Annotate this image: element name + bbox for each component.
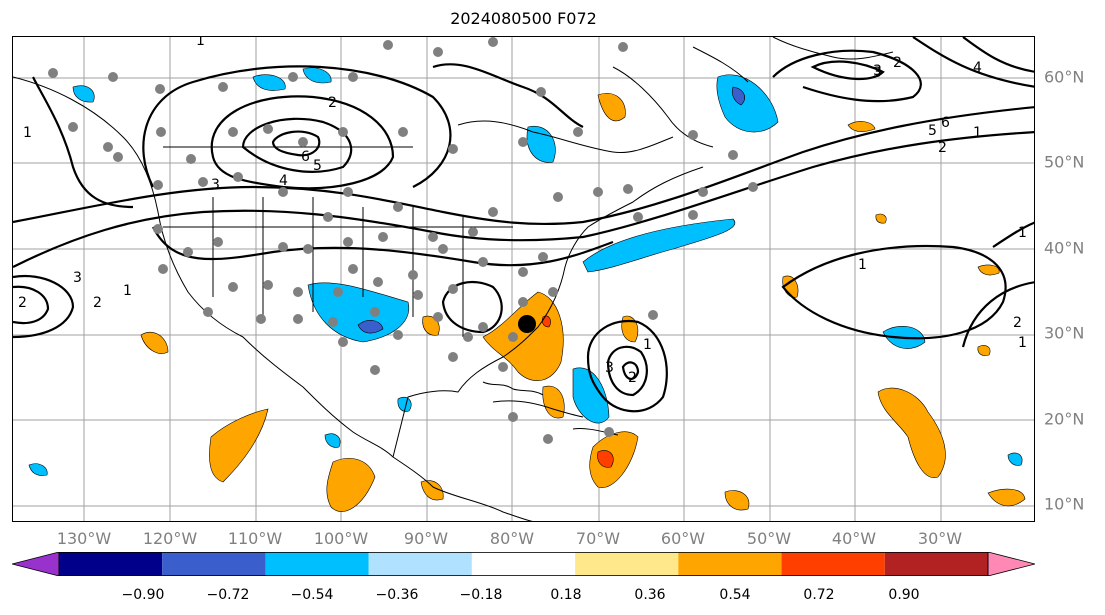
lat-label: 10°N [1044,494,1085,514]
colorbar-over-arrow [987,552,1035,576]
station-markers [48,37,758,444]
contour-label-group: 1 2 3 4 5 6 1 2 3 4 5 6 1 2 3 1 2 3 1 2 … [18,37,1027,386]
colorbar-tick-label: −0.54 [290,587,334,603]
colorbar-tick-label: −0.18 [459,587,503,603]
contour-label: 2 [1013,315,1022,331]
lat-label: 30°N [1044,323,1085,343]
lon-label: 30°W [917,529,963,548]
contour-label: 2 [93,295,102,311]
contour-label: 1 [23,125,32,141]
contour-label: 1 [1018,335,1027,351]
lon-label: 120°W [142,529,198,548]
colorbar-tick-label: −0.72 [206,587,250,603]
colorbar-tick-label: 0.36 [634,587,666,603]
contour-label: 3 [73,270,82,286]
colorbar-cell [59,552,163,576]
lon-label: 130°W [56,529,112,548]
lat-label: 50°N [1044,152,1085,172]
colorbar-cell [162,552,266,576]
map-panel: 1 2 3 4 5 6 1 2 3 4 5 6 1 2 3 1 2 3 1 2 … [12,36,1035,522]
contour-label: 2 [628,370,637,386]
colorbar-cell [884,552,988,576]
lat-label: 60°N [1044,67,1085,87]
map-canvas: 1 2 3 4 5 6 1 2 3 4 5 6 1 2 3 1 2 3 1 2 … [13,37,1034,521]
contour-label: 3 [211,177,220,193]
contour-label: 2 [328,95,337,111]
lat-label: 40°N [1044,238,1085,258]
contour-label: 1 [1018,225,1027,241]
colorbar-frame [58,552,989,576]
lat-label: 20°N [1044,409,1085,429]
graticule [13,37,1034,521]
lon-label: 110°W [227,529,283,548]
colorbar-cell [575,552,679,576]
lon-label: 100°W [313,529,369,548]
lon-label: 40°W [831,529,877,548]
contour-label: 4 [279,173,288,189]
map-title: 2024080500 F072 [450,9,597,28]
lon-label: 70°W [575,529,621,548]
shaded-fields [28,67,1026,512]
contour-label: 1 [123,283,132,299]
colorbar-cell [471,552,576,576]
colorbar-tick-label: 0.54 [719,587,751,603]
contour-label: 3 [873,63,882,79]
colorbar-tick-label: 0.72 [803,587,835,603]
colorbar-cell [781,552,885,576]
colorbar-tick-label: −0.36 [375,587,419,603]
coastlines [13,37,894,521]
lon-label: 80°W [489,529,535,548]
contour-label: 4 [973,60,982,76]
contour-label: 3 [873,65,882,81]
contour-label: 1 [196,37,205,49]
contour-label: 5 [313,158,322,174]
contour-label: 6 [941,115,950,131]
colorbar-tick-label: 0.18 [550,587,582,603]
contour-label: 2 [938,140,947,156]
highlight-marker [518,315,536,333]
colorbar-tick-label: −0.90 [121,587,165,603]
colorbar-cell [678,552,782,576]
contour-label: 2 [18,295,27,311]
contour-label: 1 [973,125,982,141]
colorbar [12,552,1035,576]
colorbar-cell [265,552,369,576]
colorbar-cells [12,552,1035,576]
contour-label: 2 [893,55,902,71]
contour-label: 1 [643,337,652,353]
colorbar-cell [368,552,472,576]
lon-label: 50°W [746,529,792,548]
colorbar-under-arrow [12,552,60,576]
lon-label: 60°W [660,529,706,548]
contour-lines [13,37,1034,413]
colorbar-tick-label: 0.90 [888,587,920,603]
contour-label: 1 [858,257,867,273]
contour-label: 6 [301,149,310,165]
contour-label: 5 [928,123,937,139]
contour-label: 3 [605,360,614,376]
lon-label: 90°W [403,529,449,548]
